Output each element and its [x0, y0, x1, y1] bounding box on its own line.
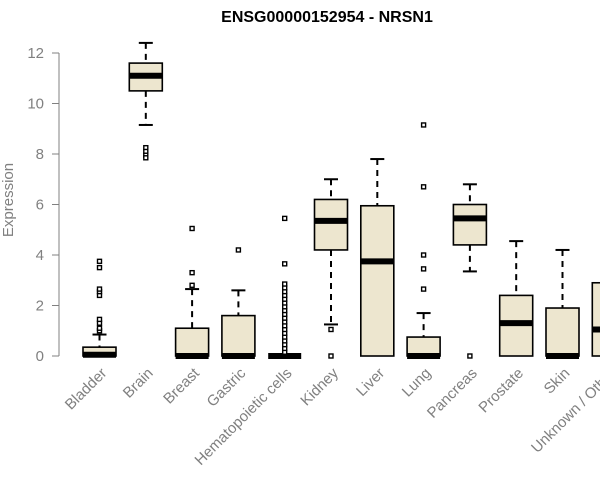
box-iqr	[359, 204, 395, 357]
outlier-point	[282, 281, 288, 287]
x-tick-label: Skin	[541, 365, 574, 398]
box-iqr	[313, 198, 349, 251]
x-tick-label: Lung	[399, 365, 435, 401]
y-tick-label: 8	[36, 146, 44, 163]
outlier-point	[96, 264, 103, 271]
outlier-point	[282, 215, 288, 222]
box-gastric	[221, 247, 256, 359]
box-kidney	[313, 178, 349, 359]
chart-title: ENSG00000152954 - NRSN1	[221, 9, 433, 26]
x-tick-label: Pancreas	[424, 365, 481, 422]
outlier-point	[96, 286, 103, 292]
x-tick-label: Brain	[120, 365, 157, 402]
boxes-group	[82, 41, 600, 359]
box-hematopoietic-cells	[268, 215, 302, 359]
box-iqr	[221, 314, 256, 357]
outlier-point	[420, 286, 427, 292]
outlier-point	[143, 155, 149, 161]
outlier-point	[189, 269, 195, 276]
outlier-point	[420, 266, 427, 272]
y-axis-label: Expression	[0, 163, 17, 237]
y-tick-label: 6	[36, 197, 44, 214]
outlier-point	[282, 261, 288, 267]
x-tick-label: Kidney	[297, 364, 342, 409]
box-pancreas	[452, 183, 488, 359]
y-tick-label: 2	[36, 298, 44, 315]
x-tick-label: Prostate	[475, 365, 527, 417]
outlier-point	[420, 184, 427, 190]
y-tick-label: 12	[27, 45, 44, 62]
box-brain	[128, 41, 164, 161]
outlier-point	[420, 252, 427, 258]
x-tick-label: Gastric	[204, 364, 250, 410]
box-iqr	[452, 203, 488, 246]
x-tick-label: Liver	[353, 365, 388, 400]
y-tick-label: 4	[36, 247, 44, 264]
y-axis-ticks: 0 2 4 6 8 10 12	[27, 45, 59, 365]
outlier-point	[467, 353, 473, 359]
outlier-point	[96, 325, 103, 331]
y-tick-label: 10	[27, 96, 44, 113]
box-iqr	[591, 281, 600, 357]
box-unknown-other	[591, 281, 600, 357]
outlier-point	[328, 353, 334, 359]
box-iqr	[545, 307, 580, 357]
outlier-point	[235, 247, 242, 253]
outlier-point	[189, 225, 195, 232]
outlier-point	[420, 122, 427, 128]
box-breast	[174, 225, 210, 359]
box-liver	[359, 158, 395, 357]
outlier-point	[96, 258, 103, 265]
box-lung	[406, 122, 441, 359]
y-tick-label: 0	[36, 348, 44, 365]
box-bladder	[82, 258, 117, 358]
x-tick-label: Bladder	[62, 365, 111, 414]
outlier-point	[189, 282, 195, 288]
outlier-point	[96, 316, 103, 323]
outlier-point	[328, 326, 334, 333]
x-tick-label: Breast	[160, 364, 203, 407]
box-skin	[545, 248, 580, 359]
box-prostate	[498, 240, 534, 357]
box-iqr	[174, 327, 210, 357]
